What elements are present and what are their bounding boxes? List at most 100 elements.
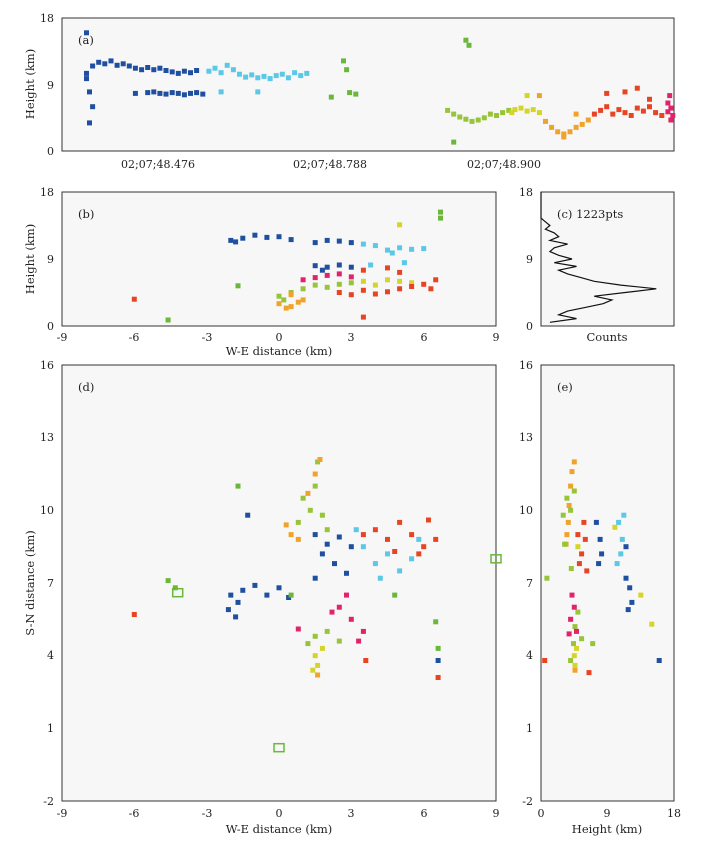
data-point bbox=[344, 67, 350, 73]
data-point bbox=[285, 75, 291, 81]
data-point bbox=[428, 286, 434, 292]
data-point bbox=[288, 292, 294, 298]
data-point bbox=[87, 89, 92, 95]
data-point bbox=[336, 604, 342, 610]
panel-d-ytick: 7 bbox=[47, 577, 54, 590]
data-point bbox=[421, 281, 427, 287]
data-point bbox=[571, 459, 577, 465]
data-point bbox=[319, 267, 325, 273]
data-point bbox=[385, 289, 390, 295]
data-point bbox=[145, 65, 151, 70]
data-point bbox=[131, 296, 137, 302]
data-point bbox=[319, 645, 325, 651]
data-point bbox=[416, 536, 422, 542]
data-point bbox=[562, 541, 568, 547]
data-point bbox=[656, 658, 662, 663]
panel-b-points bbox=[131, 209, 443, 323]
data-point bbox=[659, 113, 665, 118]
data-point bbox=[360, 314, 366, 320]
data-point bbox=[288, 532, 294, 538]
data-point bbox=[397, 278, 403, 284]
data-point bbox=[634, 85, 640, 91]
data-point bbox=[181, 92, 187, 98]
data-point bbox=[668, 105, 674, 111]
data-point bbox=[288, 592, 294, 598]
panel-e-ytick: -2 bbox=[522, 795, 533, 808]
data-point bbox=[360, 278, 366, 284]
data-point bbox=[401, 260, 407, 266]
data-point bbox=[200, 91, 206, 97]
data-point bbox=[500, 110, 506, 116]
panel-d-ylabel: S-N distance (km) bbox=[23, 530, 37, 635]
panel-c-ytick-18: 18 bbox=[519, 186, 533, 199]
data-point bbox=[300, 277, 306, 283]
data-point bbox=[397, 568, 403, 574]
data-point bbox=[235, 483, 241, 489]
data-point bbox=[421, 544, 427, 550]
panel-e-points bbox=[542, 459, 662, 676]
panel-e-xlabel: Height (km) bbox=[572, 822, 642, 836]
data-point bbox=[628, 113, 634, 118]
data-point bbox=[169, 69, 175, 75]
data-point bbox=[451, 139, 457, 145]
data-point bbox=[567, 129, 573, 135]
data-point bbox=[569, 592, 575, 598]
data-point bbox=[292, 70, 298, 76]
panel-b-xtick: 3 bbox=[348, 331, 355, 344]
data-point bbox=[438, 209, 443, 215]
data-point bbox=[360, 532, 366, 538]
data-point bbox=[604, 90, 610, 96]
panel-a-frame bbox=[61, 17, 675, 152]
panel-b-ytick-18: 18 bbox=[40, 186, 54, 199]
data-point bbox=[560, 512, 566, 518]
data-point bbox=[466, 42, 472, 48]
data-point bbox=[574, 628, 579, 634]
data-point bbox=[475, 117, 481, 123]
panel-d-xlabel: W-E distance (km) bbox=[226, 822, 333, 836]
data-point bbox=[621, 512, 627, 518]
panel-c-counts-line bbox=[540, 192, 657, 323]
data-point bbox=[332, 561, 337, 567]
data-point bbox=[481, 115, 487, 121]
data-point bbox=[312, 240, 318, 246]
panel-e-ytick: 1 bbox=[526, 722, 533, 735]
panel-b-xticks: -9 -6 -3 0 3 6 9 bbox=[57, 331, 500, 344]
panel-e-ytick: 4 bbox=[526, 649, 533, 662]
data-point bbox=[647, 96, 652, 102]
data-point bbox=[295, 536, 301, 542]
data-point bbox=[653, 110, 659, 116]
panel-d-xtick: -3 bbox=[202, 807, 213, 820]
data-point bbox=[421, 246, 427, 252]
panel-b-xtick: 0 bbox=[276, 331, 283, 344]
panel-a-ylabel: Height (km) bbox=[23, 49, 37, 119]
data-point bbox=[579, 636, 585, 642]
data-point bbox=[571, 604, 577, 610]
panel-b-xtick: 9 bbox=[493, 331, 500, 344]
data-point bbox=[288, 304, 294, 310]
data-point bbox=[598, 107, 604, 113]
panel-d-ytick: 13 bbox=[40, 431, 54, 444]
panel-e-xtick: 9 bbox=[604, 807, 611, 820]
data-point bbox=[312, 633, 318, 639]
panel-c-xlabel: Counts bbox=[586, 330, 627, 344]
data-point bbox=[151, 67, 157, 73]
panel-b-ytick-9: 9 bbox=[47, 253, 54, 266]
data-point bbox=[542, 658, 548, 663]
data-point bbox=[435, 658, 441, 663]
data-point bbox=[212, 65, 218, 71]
data-point bbox=[194, 90, 200, 96]
data-point bbox=[102, 61, 108, 67]
panel-c-ytick-0: 0 bbox=[526, 320, 533, 333]
data-point bbox=[344, 592, 349, 598]
data-point bbox=[312, 532, 318, 538]
data-point bbox=[175, 70, 181, 76]
panel-d-frame bbox=[61, 364, 497, 802]
data-point bbox=[169, 90, 175, 96]
data-point bbox=[295, 299, 301, 305]
data-point bbox=[324, 628, 330, 634]
data-point bbox=[385, 277, 390, 283]
panel-c-ytick-9: 9 bbox=[526, 253, 533, 266]
panel-e-frame bbox=[540, 364, 675, 802]
data-point bbox=[575, 544, 581, 550]
data-point bbox=[433, 619, 439, 625]
